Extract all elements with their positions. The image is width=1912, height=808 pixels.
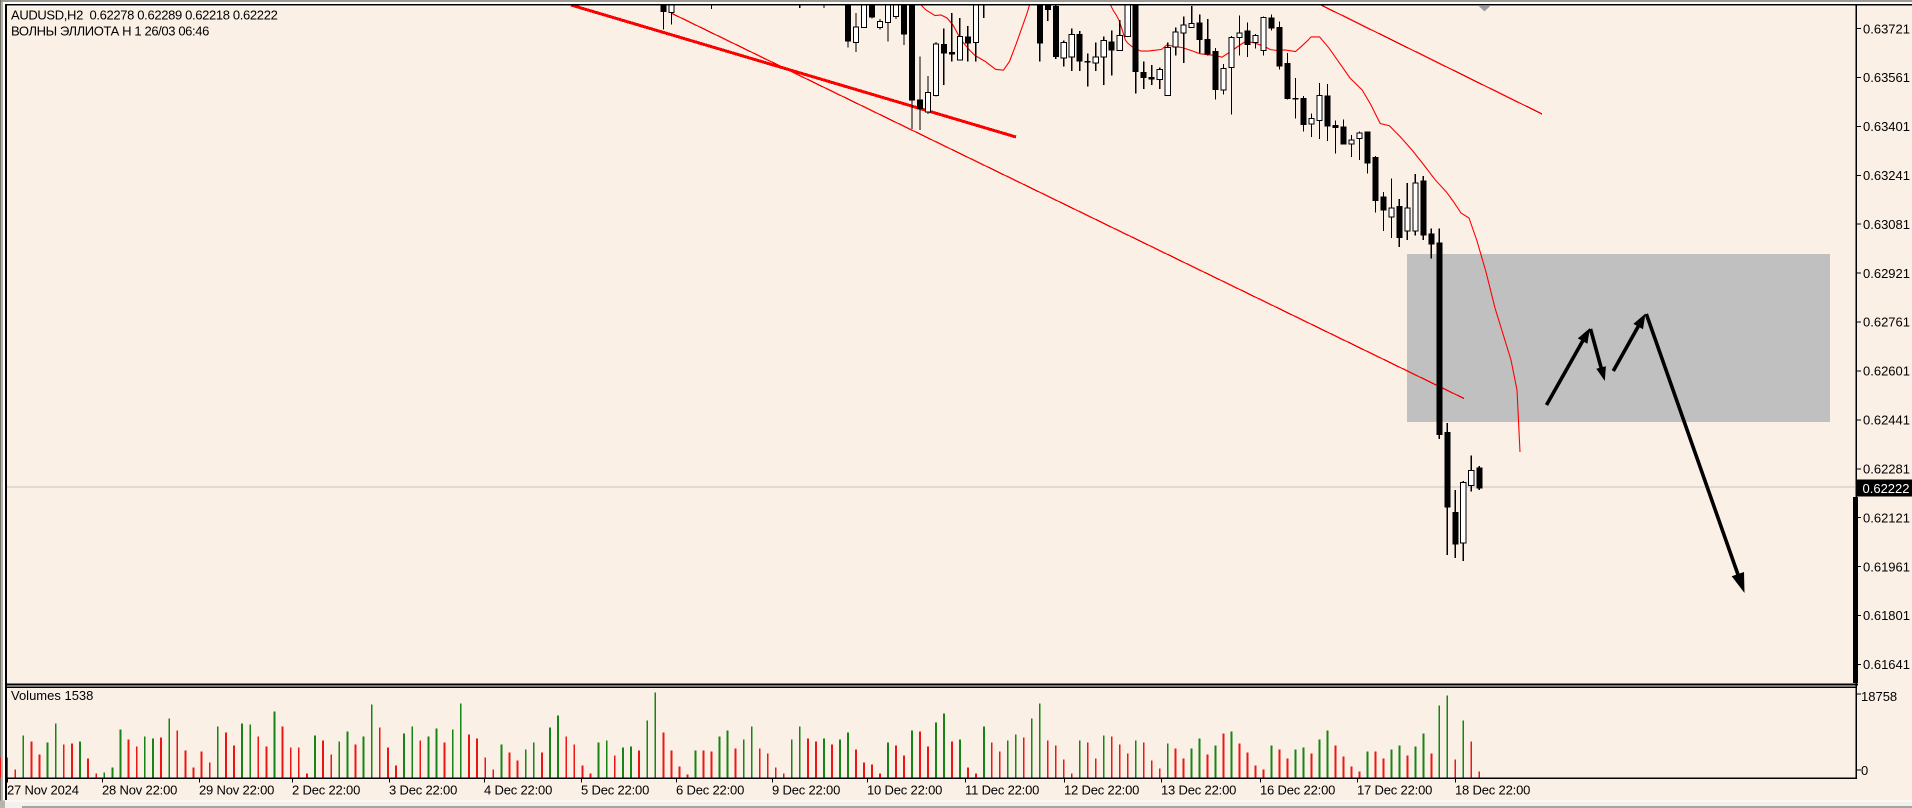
svg-text:18 Dec 22:00: 18 Dec 22:00 [1455, 783, 1530, 798]
svg-text:0.62121: 0.62121 [1863, 510, 1910, 525]
svg-text:Volumes 1538: Volumes 1538 [11, 688, 93, 703]
svg-text:0.63081: 0.63081 [1863, 217, 1910, 232]
svg-text:4 Dec 22:00: 4 Dec 22:00 [484, 783, 552, 798]
svg-text:28 Nov 22:00: 28 Nov 22:00 [102, 783, 177, 798]
svg-text:0.63561: 0.63561 [1863, 70, 1910, 85]
svg-text:29 Nov 22:00: 29 Nov 22:00 [199, 783, 274, 798]
svg-text:12 Dec 22:00: 12 Dec 22:00 [1064, 783, 1139, 798]
svg-text:0.63241: 0.63241 [1863, 168, 1910, 183]
svg-text:16 Dec 22:00: 16 Dec 22:00 [1260, 783, 1335, 798]
svg-text:2 Dec 22:00: 2 Dec 22:00 [292, 783, 360, 798]
svg-text:6 Dec 22:00: 6 Dec 22:00 [676, 783, 744, 798]
svg-text:0.62921: 0.62921 [1863, 266, 1910, 281]
svg-text:9 Dec 22:00: 9 Dec 22:00 [772, 783, 840, 798]
svg-text:18758: 18758 [1861, 689, 1897, 704]
svg-text:0.61961: 0.61961 [1863, 559, 1910, 574]
svg-text:10 Dec 22:00: 10 Dec 22:00 [867, 783, 942, 798]
svg-text:27 Nov 2024: 27 Nov 2024 [7, 783, 79, 798]
svg-text:0.61641: 0.61641 [1863, 657, 1910, 672]
svg-text:13 Dec 22:00: 13 Dec 22:00 [1161, 783, 1236, 798]
svg-text:17 Dec 22:00: 17 Dec 22:00 [1357, 783, 1432, 798]
svg-text:3 Dec 22:00: 3 Dec 22:00 [389, 783, 457, 798]
svg-text:AUDUSD,H2 0.62278 0.62289 0.6: AUDUSD,H2 0.62278 0.62289 0.62218 0.6222… [11, 8, 278, 23]
svg-text:0.62222: 0.62222 [1863, 481, 1910, 496]
svg-text:11 Dec 22:00: 11 Dec 22:00 [965, 783, 1039, 798]
svg-text:0.62281: 0.62281 [1863, 462, 1910, 477]
svg-text:0.62441: 0.62441 [1863, 413, 1910, 428]
svg-text:0.61801: 0.61801 [1863, 608, 1910, 623]
svg-text:0.63721: 0.63721 [1863, 21, 1910, 36]
svg-text:0: 0 [1861, 763, 1868, 778]
svg-text:0.62761: 0.62761 [1863, 315, 1910, 330]
svg-text:0.62601: 0.62601 [1863, 364, 1910, 379]
svg-text:0.63401: 0.63401 [1863, 119, 1910, 134]
svg-text:5 Dec 22:00: 5 Dec 22:00 [581, 783, 649, 798]
svg-text:ВОЛНЫ ЭЛЛИОТА Н 1 26/03 06:46: ВОЛНЫ ЭЛЛИОТА Н 1 26/03 06:46 [11, 24, 209, 39]
